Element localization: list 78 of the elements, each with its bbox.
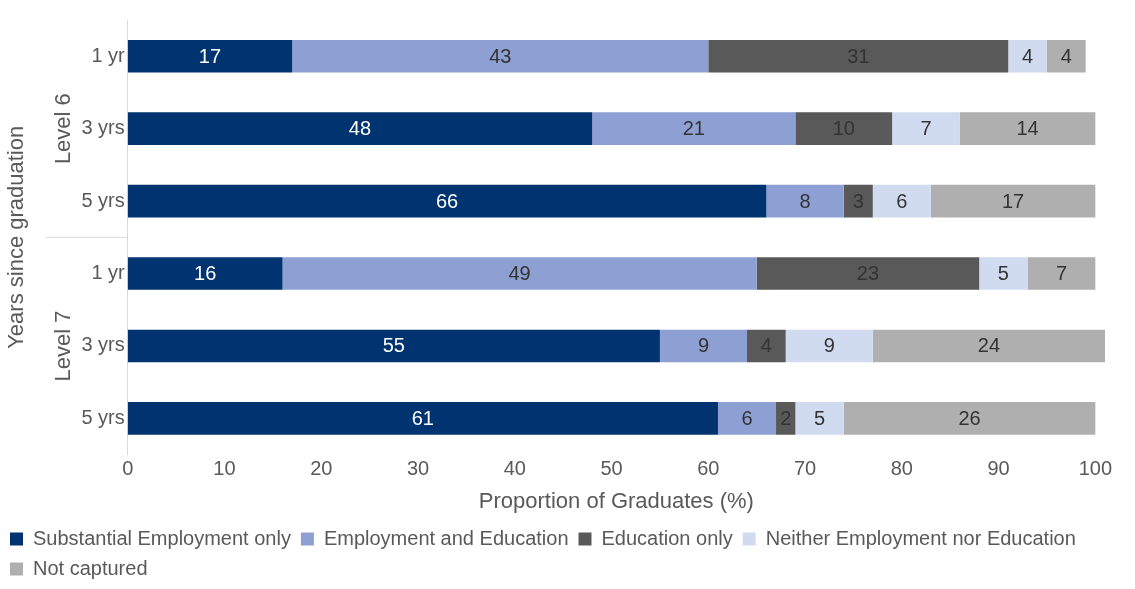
bar	[979, 257, 1028, 290]
bar	[708, 39, 1009, 73]
y-axis-title: Years since graduation	[3, 125, 29, 349]
data-label: 17	[1001, 189, 1025, 212]
bar	[795, 402, 844, 435]
bar	[746, 329, 786, 363]
x-tick-label: 10	[213, 457, 236, 480]
data-label: 17	[198, 44, 222, 67]
data-label: 5	[814, 406, 826, 429]
bar	[756, 257, 980, 290]
data-label: 14	[1016, 117, 1039, 140]
bar	[1046, 39, 1086, 73]
x-axis-title: Proportion of Graduates (%)	[478, 487, 754, 513]
legend-label: Not captured	[33, 556, 148, 579]
bar	[127, 39, 293, 73]
x-tick-label: 60	[697, 457, 720, 480]
x-tick-label: 0	[122, 457, 134, 480]
data-label: 16	[194, 262, 217, 285]
data-label: 6	[896, 189, 908, 212]
data-label: 4	[1060, 44, 1072, 67]
data-label: 61	[411, 406, 434, 429]
x-tick-label: 30	[406, 457, 430, 480]
y-tick-label: 5 yrs	[81, 405, 125, 428]
data-label: 43	[489, 44, 512, 67]
bar	[795, 112, 893, 145]
bar	[717, 402, 777, 435]
x-tick-label: 50	[600, 457, 623, 480]
y-tick-label: 3 yrs	[81, 116, 125, 139]
bar	[127, 329, 660, 363]
bar	[766, 184, 844, 218]
data-label: 5	[997, 262, 1009, 285]
data-label: 24	[977, 334, 1001, 357]
x-tick-label: 100	[1078, 457, 1113, 480]
data-label: 9	[697, 334, 710, 357]
bar	[127, 112, 593, 145]
data-label: 7	[920, 117, 932, 140]
data-label: 49	[508, 262, 531, 285]
data-label: 55	[382, 334, 405, 357]
data-label: 9	[823, 334, 835, 357]
x-tick-label: 80	[890, 457, 913, 480]
text: Level 7	[50, 310, 76, 382]
x-tick-label: 40	[503, 457, 526, 480]
bar	[892, 112, 960, 145]
y-tick-label: 3 yrs	[81, 333, 125, 356]
bar	[282, 257, 757, 290]
legend-label: Education only	[601, 526, 733, 549]
x-tick-label: 90	[987, 457, 1010, 480]
bar	[659, 329, 747, 363]
x-tick-label: 20	[310, 457, 333, 480]
data-label: 6	[741, 406, 753, 429]
legend-label: Employment and Education	[323, 526, 569, 549]
data-label: 7	[1055, 262, 1068, 285]
data-label: 26	[958, 406, 981, 429]
bar	[785, 329, 873, 363]
bar	[872, 329, 1105, 363]
bar	[127, 257, 283, 290]
data-label: 21	[682, 117, 705, 140]
x-tick-label: 70	[793, 457, 817, 480]
bar	[127, 402, 718, 435]
data-label: 4	[1022, 44, 1034, 67]
legend-label: Substantial Employment only	[33, 526, 291, 549]
bar	[292, 39, 709, 73]
bar	[959, 112, 1096, 145]
data-label: 48	[348, 117, 372, 140]
bar	[1027, 257, 1096, 290]
bar	[930, 184, 1096, 218]
legend-label: Neither Employment nor Education	[765, 526, 1076, 549]
bar	[843, 402, 1096, 435]
bar	[1008, 39, 1047, 73]
y-tick-label: 5 yrs	[81, 188, 125, 211]
bar	[592, 112, 796, 145]
bar	[127, 184, 767, 218]
bar	[872, 184, 931, 218]
data-label: 8	[799, 189, 811, 212]
y-tick-label: 1 yr	[91, 43, 126, 66]
y-tick-label: 1 yr	[91, 261, 126, 284]
data-label: 66	[435, 189, 459, 212]
text: Level 6	[50, 93, 76, 165]
